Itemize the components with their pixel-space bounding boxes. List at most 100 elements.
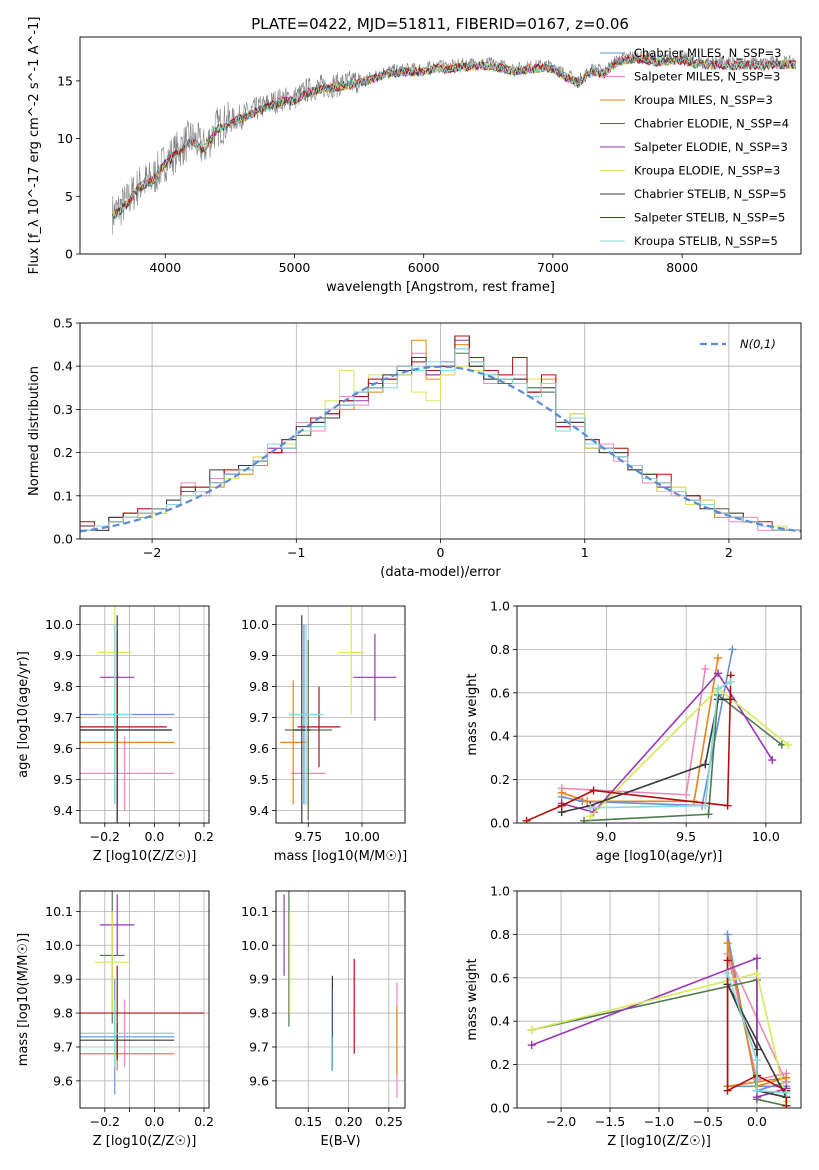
legend-label: Kroupa STELIB, N_SSP=5: [634, 234, 778, 248]
x-axis-label: wavelength [Angstrom, rest frame]: [326, 280, 555, 295]
spectrum-legend: Chabrier MILES, N_SSP=3 Salpeter MILES, N…: [600, 46, 789, 248]
weight-marker: [714, 669, 723, 678]
y-tick-label: 0.0: [490, 1101, 510, 1116]
panel-age_weight: 9.0 9.5 10.0 0.0 0.2 0.4 0.6 0.8 1.0 age [log10(a…: [465, 599, 802, 864]
weight-marker: [586, 803, 595, 812]
x-tick-label: 5000: [279, 260, 311, 275]
weight-marker: [752, 969, 761, 978]
axes-frame: [275, 890, 406, 1109]
weight-marker: [723, 969, 732, 978]
weight-marker: [580, 816, 589, 823]
panel-ebv_mass: 0.15 0.20 0.25 9.6 9.7 9.8 9.9 10.0 10.1 E(B-V): [241, 890, 406, 1149]
weight-marker: [782, 1088, 791, 1097]
y-tick-label: 9.7: [249, 710, 269, 725]
x-tick-label: 6000: [408, 260, 440, 275]
weight-marker: [527, 1041, 536, 1050]
axes-frame: [79, 322, 802, 540]
weight-marker: [589, 808, 598, 817]
y-tick-label: 0.4: [490, 1014, 510, 1029]
y-tick-label: 9.4: [249, 803, 269, 818]
x-axis-label: E(B-V): [320, 1134, 360, 1149]
y-axis-label: mass weight: [465, 958, 480, 1040]
x-axis-label: mass [log10(M/M☉)]: [274, 849, 407, 864]
x-tick-label: 2: [725, 545, 733, 560]
x-tick-label: −1.0: [644, 1114, 674, 1129]
weight-marker: [557, 801, 566, 810]
y-tick-label: 9.6: [53, 1073, 73, 1088]
axes-frame: [79, 36, 802, 255]
weight-line: [526, 675, 732, 822]
x-tick-label: 0.0: [144, 829, 164, 844]
weight-marker: [583, 797, 592, 806]
weight-marker: [723, 801, 732, 810]
y-tick-label: 10.1: [45, 904, 73, 919]
weight-line: [590, 681, 732, 809]
y-tick-label: 9.7: [53, 710, 73, 725]
plot-area-Z_mass: [80, 891, 209, 1108]
y-tick-label: 10.0: [241, 617, 269, 632]
normal-curve: [80, 365, 801, 533]
axes-frame: [79, 890, 210, 1109]
residual-legend: N(0,1): [700, 337, 776, 351]
y-tick-label: 0.5: [53, 316, 73, 331]
weight-marker: [557, 788, 566, 797]
x-tick-label: 10.00: [344, 829, 380, 844]
x-tick-label: −2: [143, 545, 161, 560]
y-axis-label: mass weight: [465, 673, 480, 755]
x-axis-label: (data-model)/error: [380, 565, 501, 580]
y-tick-label: 0.4: [490, 729, 510, 744]
weight-marker: [701, 760, 710, 769]
y-tick-label: 10: [57, 131, 73, 146]
x-tick-label: −2.0: [546, 1114, 576, 1129]
legend-label: Chabrier MILES, N_SSP=3: [634, 46, 781, 60]
legend-label: Kroupa MILES, N_SSP=3: [634, 93, 773, 107]
weight-line: [583, 693, 783, 822]
weight-marker: [723, 1086, 732, 1095]
y-tick-label: 10.1: [241, 904, 269, 919]
weight-line: [589, 687, 789, 818]
panel-Z_mass: −0.2 0.0 0.2 9.6 9.7 9.8 9.9 10.0 10.1 Z [log10(Z…: [16, 890, 214, 1149]
x-tick-label: 0.0: [144, 1114, 164, 1129]
y-tick-label: 9.8: [53, 1006, 73, 1021]
weight-marker: [752, 954, 761, 963]
axes-frame: [275, 605, 406, 824]
y-tick-label: 9.6: [249, 741, 269, 756]
x-tick-label: 0: [437, 545, 445, 560]
y-tick-label: 0.1: [53, 488, 73, 503]
weight-marker: [714, 654, 723, 663]
weight-line: [561, 668, 707, 796]
x-tick-label: −0.5: [693, 1114, 723, 1129]
plot-area-spectrum: [111, 49, 797, 235]
panel-Z_weight: −2.0 −1.5 −1.0 −0.5 0.0 0.0 0.2 0.4 0.6 0.8 1.0 Z […: [465, 884, 802, 1149]
plot-area-ebv_mass: [276, 891, 405, 1108]
weight-marker: [723, 930, 732, 939]
x-tick-label: −0.2: [90, 1114, 120, 1129]
x-axis-label: Z [log10(Z/Z☉)]: [93, 1134, 197, 1149]
y-tick-label: 9.9: [53, 972, 73, 987]
x-tick-label: −1.5: [595, 1114, 625, 1129]
y-tick-label: 9.8: [249, 679, 269, 694]
y-tick-label: 9.6: [53, 741, 73, 756]
x-tick-label: 1: [581, 545, 589, 560]
weight-marker: [723, 956, 732, 965]
plot-area-Z_age: [80, 606, 209, 823]
y-tick-label: 9.9: [249, 972, 269, 987]
y-tick-label: 15: [57, 73, 73, 88]
x-tick-label: 0.15: [294, 1114, 322, 1129]
y-tick-label: 9.7: [249, 1039, 269, 1054]
x-tick-label: 0.20: [335, 1114, 363, 1129]
legend-label: Chabrier ELODIE, N_SSP=4: [634, 117, 789, 131]
weight-marker: [704, 810, 713, 819]
y-tick-label: 10.0: [241, 938, 269, 953]
weight-marker: [723, 939, 732, 948]
weight-marker: [701, 664, 710, 673]
weight-marker: [527, 1025, 536, 1034]
y-axis-label: age [log10(age/yr)]: [16, 651, 31, 778]
weight-marker: [522, 816, 531, 823]
weight-marker: [714, 695, 723, 704]
y-tick-label: 0: [65, 247, 73, 262]
y-tick-label: 0.8: [490, 642, 510, 657]
y-tick-label: 0.3: [53, 402, 73, 417]
